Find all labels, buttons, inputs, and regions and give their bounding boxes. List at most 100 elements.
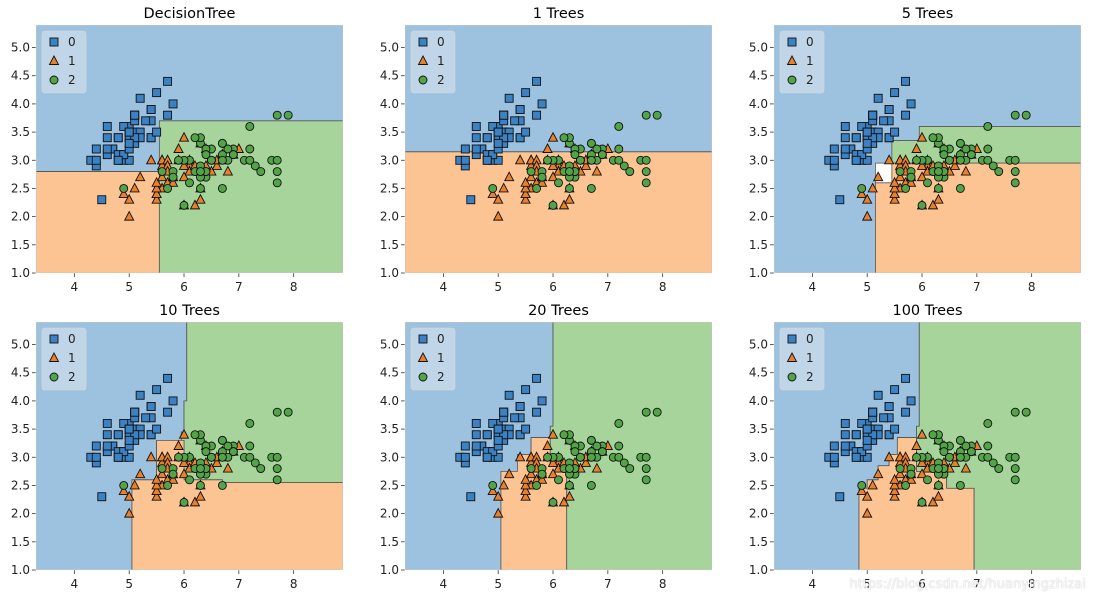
point-class-2 — [543, 452, 552, 462]
point-class-1 — [564, 490, 575, 501]
point-class-0 — [471, 419, 481, 428]
point-class-2 — [641, 464, 651, 473]
point-class-0 — [840, 144, 850, 154]
legend-label-2: 2 — [806, 370, 814, 384]
y-tick-label: 4.0 — [11, 394, 30, 408]
point-class-0 — [884, 133, 894, 143]
point-class-2 — [944, 452, 954, 462]
point-class-0 — [835, 492, 845, 502]
point-class-2 — [163, 184, 173, 193]
point-class-1 — [145, 154, 157, 165]
y-tick-label: 2.0 — [380, 507, 399, 521]
point-class-2 — [983, 155, 993, 165]
point-class-0 — [482, 430, 492, 440]
point-class-1 — [145, 451, 157, 462]
point-class-0 — [113, 452, 123, 462]
y-tick-label: 4.0 — [11, 97, 30, 111]
y-tick-label: 3.5 — [380, 422, 399, 436]
y-tick-label: 1.0 — [11, 563, 30, 577]
point-class-2 — [559, 133, 569, 143]
point-class-2 — [526, 167, 536, 176]
legend-marker-0 — [787, 334, 797, 344]
point-class-2 — [537, 172, 547, 182]
legend-marker-1 — [786, 352, 798, 362]
point-class-1 — [894, 468, 906, 479]
point-class-1 — [525, 468, 537, 479]
x-tick-label: 4 — [71, 577, 79, 591]
point-class-0 — [532, 407, 542, 417]
point-class-0 — [488, 419, 498, 428]
point-class-1 — [123, 507, 135, 518]
point-class-1 — [547, 131, 559, 142]
point-class-2 — [185, 178, 194, 188]
x-tick-label: 4 — [440, 577, 448, 591]
point-class-1 — [916, 456, 928, 467]
point-class-2 — [641, 178, 651, 188]
x-tick-label: 5 — [125, 280, 133, 294]
point-class-0 — [857, 419, 867, 428]
point-class-1 — [547, 159, 559, 170]
point-class-0 — [857, 150, 867, 160]
y-tick-label: 5.0 — [11, 41, 30, 55]
point-class-2 — [272, 464, 282, 473]
point-class-1 — [520, 473, 531, 484]
point-class-2 — [1010, 155, 1020, 165]
point-class-2 — [934, 167, 943, 176]
point-class-2 — [256, 167, 266, 176]
panel-2: 1 Trees 4 5 6 7 8 1.0 1.5 2.0 2.5 3.0 3.5 4.0 4.5 5.0 0… — [380, 6, 713, 294]
point-class-0 — [91, 144, 101, 154]
y-tick-label: 1.5 — [749, 535, 768, 549]
y-tick-label: 2.5 — [749, 181, 768, 195]
point-class-0 — [829, 144, 839, 154]
point-class-2 — [586, 138, 596, 148]
point-class-2 — [272, 110, 282, 120]
point-class-0 — [488, 122, 498, 131]
y-tick-label: 4.5 — [749, 366, 768, 380]
point-class-0 — [906, 99, 916, 109]
point-class-2 — [119, 481, 129, 490]
legend-label-0: 0 — [806, 332, 814, 346]
point-class-2 — [955, 481, 965, 490]
point-class-2 — [174, 452, 183, 462]
point-class-0 — [901, 407, 911, 417]
point-class-0 — [835, 195, 845, 205]
y-tick-label: 2.0 — [749, 210, 768, 224]
point-class-0 — [884, 430, 894, 440]
x-tick-label: 6 — [180, 577, 188, 591]
point-class-1 — [960, 462, 972, 473]
point-class-0 — [460, 155, 470, 165]
point-class-2 — [614, 441, 624, 451]
point-class-2 — [532, 184, 542, 193]
point-class-2 — [119, 184, 129, 193]
point-class-0 — [119, 122, 129, 131]
point-class-1 — [189, 496, 201, 507]
point-class-2 — [575, 452, 585, 462]
panel-title: 5 Trees — [902, 6, 954, 22]
point-class-0 — [851, 452, 861, 462]
point-class-1 — [542, 440, 553, 450]
point-class-0 — [537, 99, 547, 109]
point-class-0 — [840, 133, 850, 143]
y-tick-label: 4.0 — [380, 97, 399, 111]
point-class-2 — [619, 458, 629, 468]
point-class-2 — [966, 447, 976, 457]
x-tick-label: 8 — [659, 280, 667, 294]
point-class-0 — [482, 133, 492, 143]
x-tick-label: 8 — [290, 280, 298, 294]
y-tick-label: 5.0 — [749, 41, 768, 55]
point-class-0 — [901, 76, 911, 86]
point-class-0 — [868, 133, 878, 143]
point-class-1 — [591, 165, 603, 176]
point-class-1 — [911, 143, 922, 153]
point-class-0 — [460, 144, 470, 154]
point-class-1 — [933, 490, 944, 501]
data-points — [86, 373, 293, 518]
point-class-0 — [163, 76, 173, 86]
panel-4: 10 Trees 4 5 6 7 8 1.0 1.5 2.0 2.5 3.0 3.5 4.0 4.5 5.0… — [11, 303, 344, 591]
x-tick-label: 6 — [180, 280, 188, 294]
axes-frame — [773, 24, 1082, 274]
point-class-1 — [547, 468, 559, 479]
point-class-2 — [1010, 167, 1020, 176]
point-class-1 — [492, 193, 504, 204]
point-class-1 — [178, 468, 190, 479]
